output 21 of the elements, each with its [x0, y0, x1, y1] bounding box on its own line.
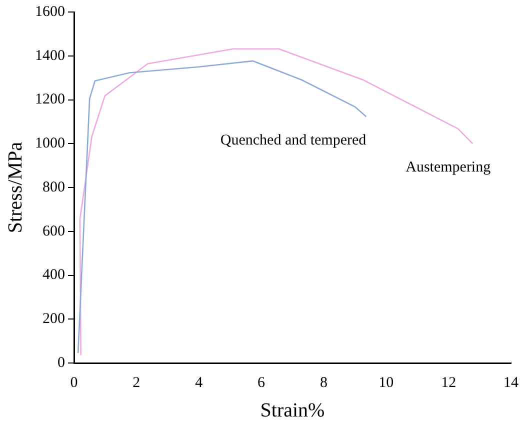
series-label: Quenched and tempered: [220, 132, 367, 149]
y-tick-label: 1400: [35, 48, 65, 64]
y-tick-label: 600: [42, 223, 65, 240]
x-tick-label: 0: [70, 374, 78, 391]
y-axis-title: Stress/MPa: [4, 142, 26, 234]
x-tick-label: 12: [441, 374, 456, 391]
series-label: Austempering: [406, 160, 492, 176]
x-axis-title: Strain%: [260, 399, 325, 422]
y-tick-label: 1000: [35, 136, 65, 152]
x-tick-label: 8: [320, 374, 328, 391]
y-tick-label: 400: [42, 267, 65, 284]
x-tick-label: 4: [195, 374, 204, 391]
y-tick-label: 1600: [35, 4, 65, 20]
x-tick-label: 10: [378, 374, 394, 391]
x-tick-label: 14: [504, 374, 519, 391]
y-tick-label: 800: [42, 179, 65, 196]
y-tick-label: 200: [42, 311, 65, 328]
x-tick-label: 6: [258, 374, 266, 391]
y-tick-label: 0: [58, 354, 65, 371]
x-tick-label: 2: [132, 374, 140, 391]
y-tick-label: 1200: [35, 92, 65, 108]
